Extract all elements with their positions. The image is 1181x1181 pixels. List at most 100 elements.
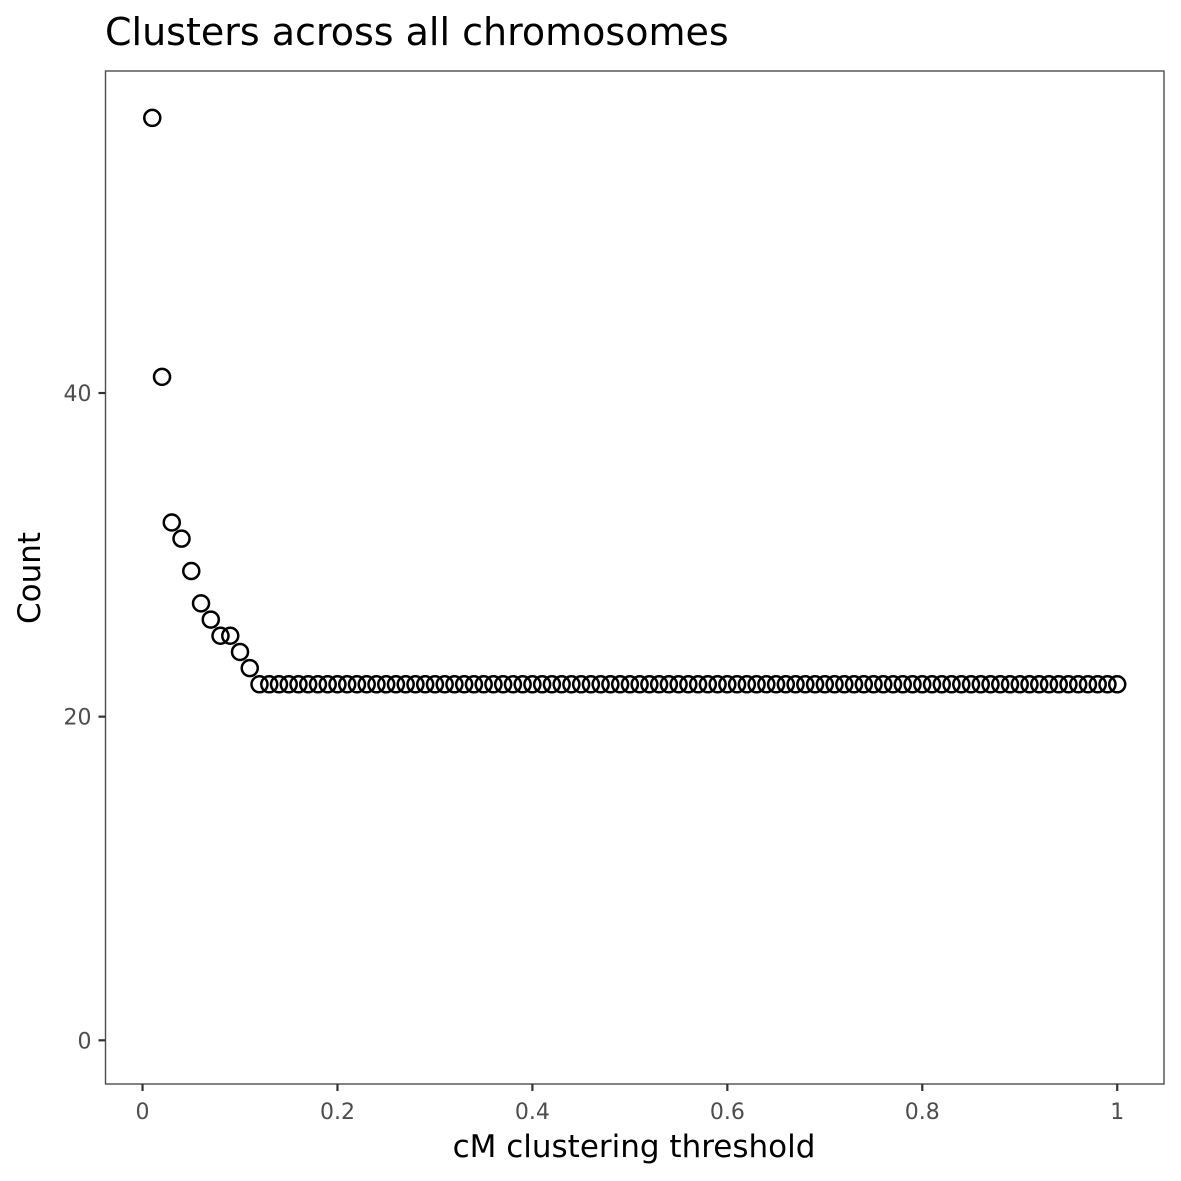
data-point (688, 675, 708, 694)
data-point (1039, 675, 1059, 694)
y-tick-label: 40 (64, 382, 92, 407)
data-point (542, 675, 562, 694)
data-point (376, 675, 396, 694)
data-point (747, 675, 766, 694)
data-point (211, 626, 230, 646)
data-point (971, 675, 991, 694)
data-point (620, 675, 640, 694)
data-point (513, 675, 532, 694)
data-point (474, 675, 493, 694)
data-point (942, 675, 961, 694)
data-point (961, 675, 981, 694)
data-point (396, 675, 415, 694)
data-point (903, 675, 922, 694)
data-point (815, 675, 835, 694)
data-point (737, 675, 757, 694)
data-point (874, 675, 893, 694)
data-point (191, 594, 211, 613)
data-point (182, 561, 201, 581)
data-point (640, 675, 659, 694)
data-point (1088, 675, 1107, 694)
y-tick-label: 20 (64, 706, 92, 731)
data-point (864, 675, 883, 694)
data-point (932, 675, 952, 694)
data-point (698, 675, 718, 694)
data-point (269, 675, 289, 694)
data-point (1029, 675, 1049, 694)
data-point (318, 675, 337, 694)
data-point (922, 675, 942, 694)
data-point (415, 675, 435, 694)
y-axis-label: Count (12, 532, 48, 624)
data-point (435, 675, 454, 694)
data-point (1020, 675, 1039, 694)
data-point (328, 675, 347, 694)
data-point (152, 367, 172, 387)
data-point (727, 675, 747, 694)
chart-title: Clusters across all chromosomes (105, 10, 729, 54)
x-axis: 0 0.2 0.4 0.6 0.8 1 (136, 1084, 1124, 1125)
data-point (425, 675, 445, 694)
data-point (1059, 675, 1078, 694)
x-axis-label: cM clustering threshold (453, 1129, 816, 1165)
data-point (825, 675, 844, 694)
y-axis: 0 20 40 (64, 382, 106, 1054)
data-point (562, 675, 581, 694)
data-point (454, 675, 474, 694)
data-point (503, 675, 523, 694)
data-point (1000, 675, 1020, 694)
data-points (143, 108, 1127, 694)
data-point (1078, 675, 1098, 694)
x-tick-label: 0.6 (710, 1100, 745, 1125)
data-point (952, 675, 971, 694)
data-point (835, 675, 854, 694)
data-point (230, 642, 250, 662)
data-point (571, 675, 591, 694)
x-tick-label: 1 (1110, 1100, 1124, 1125)
data-point (406, 675, 425, 694)
data-point (893, 675, 913, 694)
data-point (260, 675, 279, 694)
data-point (221, 626, 240, 646)
data-point (1098, 675, 1117, 694)
data-point (649, 675, 669, 694)
data-point (581, 675, 601, 694)
data-point (796, 675, 815, 694)
data-point (279, 675, 298, 694)
data-point (630, 675, 649, 694)
data-point (367, 675, 386, 694)
data-point (757, 675, 776, 694)
data-point (1049, 675, 1068, 694)
data-point (1010, 675, 1029, 694)
data-point (464, 675, 484, 694)
data-point (298, 675, 318, 694)
data-point (659, 675, 679, 694)
data-point (1068, 675, 1088, 694)
data-point (991, 675, 1010, 694)
plot-panel (104, 70, 1165, 1085)
data-point (1107, 675, 1127, 694)
data-point (786, 675, 805, 694)
data-point (601, 675, 620, 694)
x-tick-label: 0.2 (320, 1100, 355, 1125)
data-point (357, 675, 376, 694)
data-point (445, 675, 464, 694)
data-point (610, 675, 630, 694)
data-point (143, 108, 162, 128)
data-point (308, 675, 328, 694)
data-point (532, 675, 552, 694)
data-point (337, 675, 357, 694)
data-point (854, 675, 874, 694)
data-point (766, 675, 786, 694)
data-point (708, 675, 727, 694)
data-point (552, 675, 571, 694)
data-point (844, 675, 864, 694)
data-point (250, 675, 269, 694)
data-point (162, 513, 182, 532)
data-point (493, 675, 513, 694)
data-point (669, 675, 688, 694)
data-point (347, 675, 367, 694)
data-point (776, 675, 796, 694)
data-point (981, 675, 1000, 694)
